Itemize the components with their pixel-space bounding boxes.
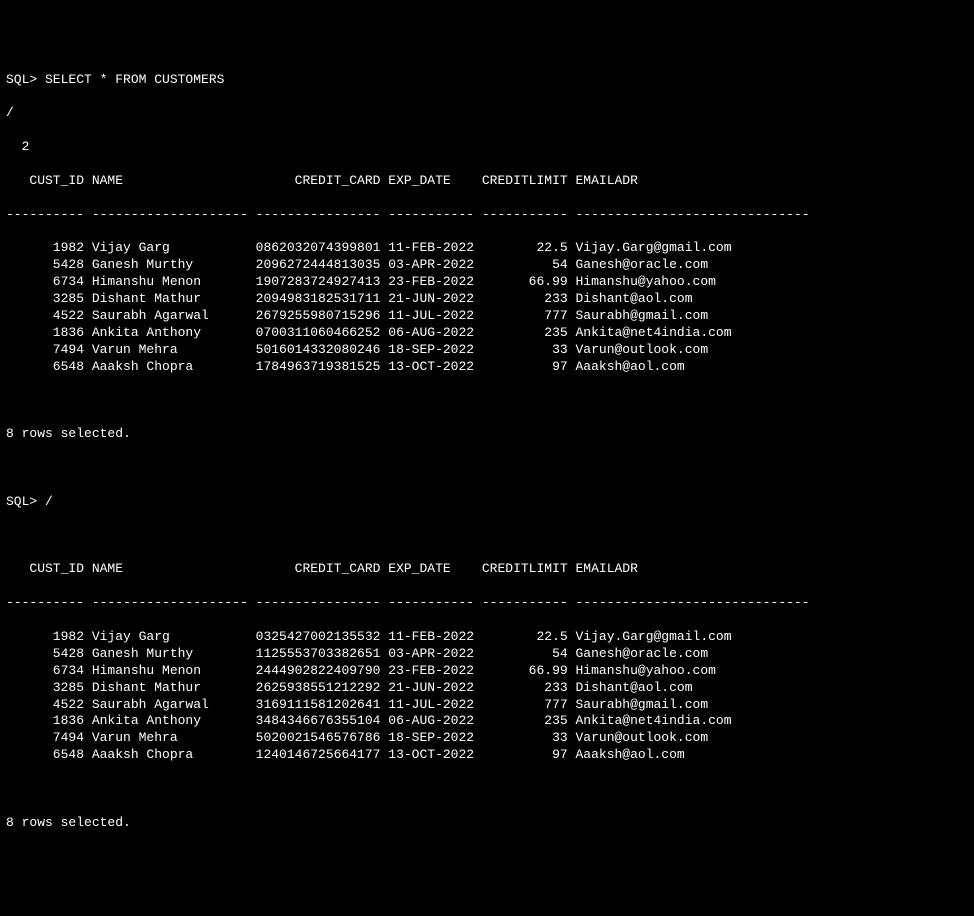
table-row: 3285 Dishant Mathur 2625938551212292 21-… (6, 680, 968, 697)
sql-prompt-slash: SQL> / (6, 494, 968, 511)
table-row: 4522 Saurabh Agarwal 3169111581202641 11… (6, 697, 968, 714)
rows-selected-1: 8 rows selected. (6, 426, 968, 443)
table-row: 3285 Dishant Mathur 2094983182531711 21-… (6, 291, 968, 308)
result-set-2: 1982 Vijay Garg 0325427002135532 11-FEB-… (6, 629, 968, 764)
blank-line (6, 781, 968, 798)
column-separator-row-2: ---------- -------------------- --------… (6, 595, 968, 612)
table-row: 1982 Vijay Garg 0862032074399801 11-FEB-… (6, 240, 968, 257)
column-header-row-2: CUST_ID NAME CREDIT_CARD EXP_DATE CREDIT… (6, 561, 968, 578)
table-row: 6548 Aaaksh Chopra 1784963719381525 13-O… (6, 359, 968, 376)
table-row: 1836 Ankita Anthony 0700311060466252 06-… (6, 325, 968, 342)
table-row: 6734 Himanshu Menon 1907283724927413 23-… (6, 274, 968, 291)
blank-line (6, 528, 968, 545)
sql-linecount: 2 (6, 139, 968, 156)
table-row: 5428 Ganesh Murthy 1125553703382651 03-A… (6, 646, 968, 663)
table-row: 7494 Varun Mehra 5016014332080246 18-SEP… (6, 342, 968, 359)
table-row: 6734 Himanshu Menon 2444902822409790 23-… (6, 663, 968, 680)
column-header-row-1: CUST_ID NAME CREDIT_CARD EXP_DATE CREDIT… (6, 173, 968, 190)
table-row: 7494 Varun Mehra 5020021546576786 18-SEP… (6, 730, 968, 747)
table-row: 5428 Ganesh Murthy 2096272444813035 03-A… (6, 257, 968, 274)
table-row: 1982 Vijay Garg 0325427002135532 11-FEB-… (6, 629, 968, 646)
table-row: 6548 Aaaksh Chopra 1240146725664177 13-O… (6, 747, 968, 764)
rows-selected-2: 8 rows selected. (6, 815, 968, 832)
blank-line (6, 392, 968, 409)
column-separator-row-1: ---------- -------------------- --------… (6, 207, 968, 224)
table-row: 1836 Ankita Anthony 3484346676355104 06-… (6, 713, 968, 730)
result-set-1: 1982 Vijay Garg 0862032074399801 11-FEB-… (6, 240, 968, 375)
sql-slash: / (6, 105, 968, 122)
sql-prompt-select: SQL> SELECT * FROM CUSTOMERS (6, 72, 968, 89)
table-row: 4522 Saurabh Agarwal 2679255980715296 11… (6, 308, 968, 325)
blank-line (6, 460, 968, 477)
